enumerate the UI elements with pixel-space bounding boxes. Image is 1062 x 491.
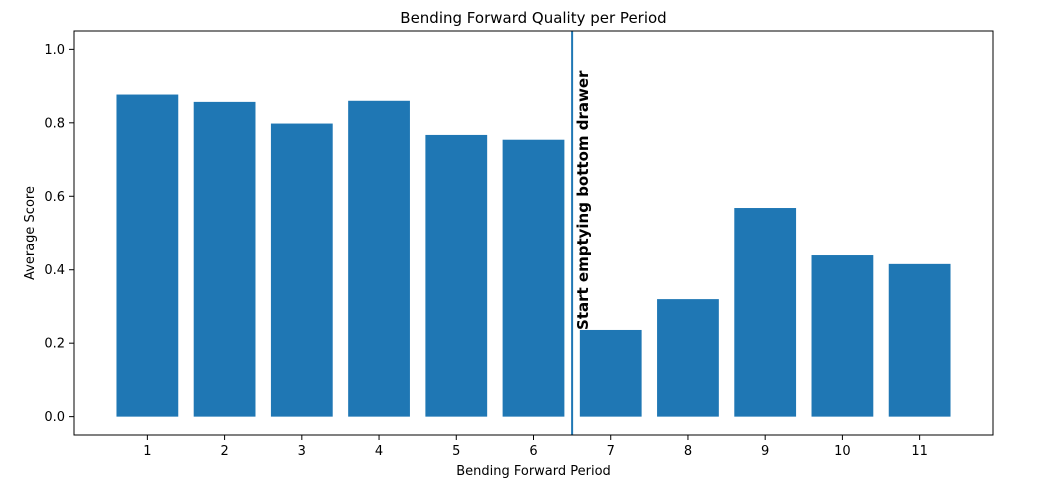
x-tick-label: 5 xyxy=(452,444,460,459)
bar-9 xyxy=(734,208,797,417)
bar-4 xyxy=(348,100,410,417)
x-tick-label: 6 xyxy=(529,444,537,459)
x-axis-label: Bending Forward Period xyxy=(456,464,611,479)
y-axis-label: Average Score xyxy=(23,186,38,280)
x-tick-label: 3 xyxy=(298,444,306,459)
chart-title: Bending Forward Quality per Period xyxy=(400,9,666,27)
y-tick-label: 0.6 xyxy=(44,190,65,205)
bars-group xyxy=(116,94,951,417)
x-tick-label: 9 xyxy=(761,444,769,459)
x-tick-label: 7 xyxy=(607,444,615,459)
x-tick-label: 1 xyxy=(143,444,151,459)
bar-10 xyxy=(811,255,874,417)
bar-2 xyxy=(193,101,256,417)
annotation-label: Start emptying bottom drawer xyxy=(574,70,592,330)
x-tick-label: 8 xyxy=(684,444,692,459)
bar-1 xyxy=(116,94,179,417)
y-tick-label: 0.8 xyxy=(44,116,65,131)
y-tick-label: 0.2 xyxy=(44,337,65,352)
y-axis-ticks: 0.0 0.2 0.4 0.6 0.8 1.0 xyxy=(44,43,74,425)
x-tick-label: 11 xyxy=(911,444,928,459)
bar-7 xyxy=(579,329,642,417)
y-tick-label: 0.0 xyxy=(44,410,65,425)
bar-5 xyxy=(425,134,488,417)
bar-6 xyxy=(502,139,565,417)
x-axis-ticks: 1 2 3 4 5 6 7 8 9 10 11 xyxy=(143,435,928,459)
x-tick-label: 4 xyxy=(375,444,383,459)
bar-8 xyxy=(657,299,719,417)
x-tick-label: 2 xyxy=(220,444,228,459)
annotation-group: Start emptying bottom drawer xyxy=(571,31,592,435)
bar-3 xyxy=(270,123,333,417)
y-tick-label: 1.0 xyxy=(44,43,65,58)
bar-11 xyxy=(888,263,951,417)
x-tick-label: 10 xyxy=(834,444,851,459)
y-tick-label: 0.4 xyxy=(44,263,65,278)
